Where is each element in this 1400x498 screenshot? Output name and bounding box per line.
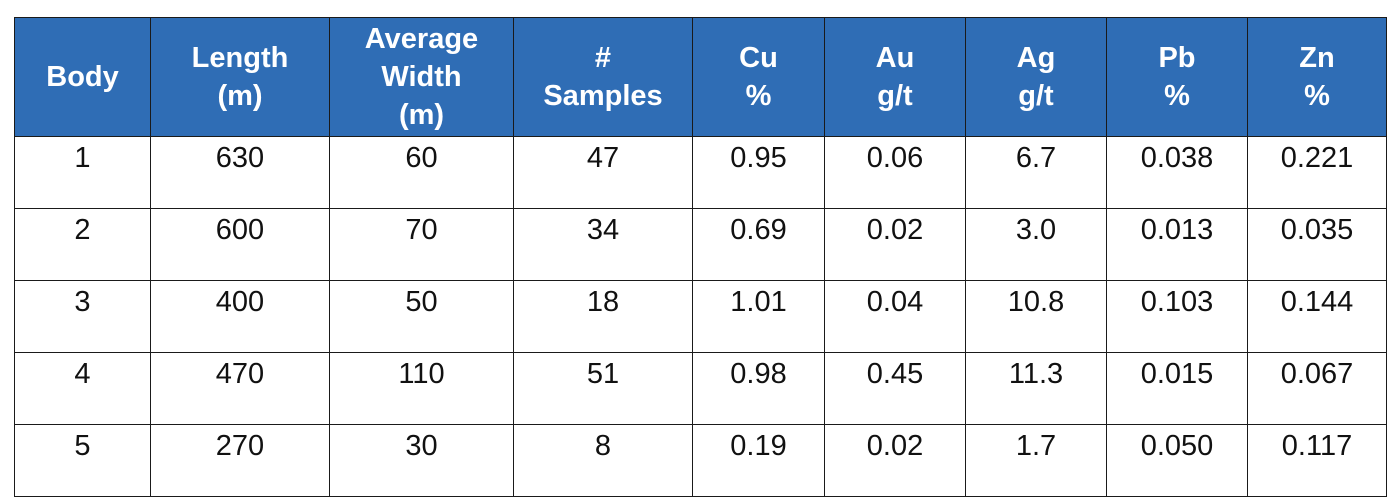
- cell-cu: 0.98: [692, 352, 825, 425]
- cell-au: 0.06: [824, 136, 966, 209]
- cell-samples: 18: [513, 280, 693, 353]
- header-length: Length (m): [150, 17, 330, 137]
- table-row: 3 400 50 18 1.01 0.04 10.8 0.103 0.144: [14, 280, 1387, 353]
- table-row: 1 630 60 47 0.95 0.06 6.7 0.038 0.221: [14, 136, 1387, 209]
- cell-pb: 0.050: [1106, 424, 1248, 497]
- cell-ag: 3.0: [965, 208, 1107, 281]
- cell-samples: 34: [513, 208, 693, 281]
- cell-au: 0.02: [824, 208, 966, 281]
- cell-body: 1: [14, 136, 151, 209]
- cell-ag: 11.3: [965, 352, 1107, 425]
- header-zn: Zn %: [1247, 17, 1387, 137]
- cell-au: 0.02: [824, 424, 966, 497]
- cell-body: 5: [14, 424, 151, 497]
- cell-pb: 0.013: [1106, 208, 1248, 281]
- header-pb: Pb %: [1106, 17, 1248, 137]
- cell-length: 270: [150, 424, 330, 497]
- cell-pb: 0.015: [1106, 352, 1248, 425]
- cell-average-width: 50: [329, 280, 514, 353]
- table-row: 2 600 70 34 0.69 0.02 3.0 0.013 0.035: [14, 208, 1387, 281]
- header-average-width: Average Width (m): [329, 17, 514, 137]
- cell-length: 400: [150, 280, 330, 353]
- table-row: 4 470 110 51 0.98 0.45 11.3 0.015 0.067: [14, 352, 1387, 425]
- cell-cu: 0.19: [692, 424, 825, 497]
- table-row: 5 270 30 8 0.19 0.02 1.7 0.050 0.117: [14, 424, 1387, 497]
- cell-body: 3: [14, 280, 151, 353]
- header-au: Au g/t: [824, 17, 966, 137]
- header-body: Body: [14, 17, 151, 137]
- cell-average-width: 110: [329, 352, 514, 425]
- header-samples: # Samples: [513, 17, 693, 137]
- header-row: Body Length (m) Average Width (m) # Samp…: [14, 17, 1387, 137]
- cell-samples: 51: [513, 352, 693, 425]
- cell-pb: 0.103: [1106, 280, 1248, 353]
- cell-ag: 6.7: [965, 136, 1107, 209]
- cell-average-width: 30: [329, 424, 514, 497]
- cell-zn: 0.221: [1247, 136, 1387, 209]
- cell-length: 470: [150, 352, 330, 425]
- cell-au: 0.45: [824, 352, 966, 425]
- cell-zn: 0.067: [1247, 352, 1387, 425]
- cell-ag: 1.7: [965, 424, 1107, 497]
- ore-body-table: Body Length (m) Average Width (m) # Samp…: [14, 17, 1387, 497]
- cell-zn: 0.144: [1247, 280, 1387, 353]
- cell-cu: 1.01: [692, 280, 825, 353]
- table-body: 1 630 60 47 0.95 0.06 6.7 0.038 0.221 2 600 70 34 0.6…: [14, 136, 1387, 497]
- header-ag: Ag g/t: [965, 17, 1107, 137]
- cell-average-width: 60: [329, 136, 514, 209]
- cell-cu: 0.69: [692, 208, 825, 281]
- cell-body: 2: [14, 208, 151, 281]
- cell-length: 630: [150, 136, 330, 209]
- cell-body: 4: [14, 352, 151, 425]
- cell-average-width: 70: [329, 208, 514, 281]
- cell-cu: 0.95: [692, 136, 825, 209]
- cell-samples: 8: [513, 424, 693, 497]
- cell-zn: 0.035: [1247, 208, 1387, 281]
- cell-samples: 47: [513, 136, 693, 209]
- cell-length: 600: [150, 208, 330, 281]
- cell-au: 0.04: [824, 280, 966, 353]
- cell-ag: 10.8: [965, 280, 1107, 353]
- header-cu: Cu %: [692, 17, 825, 137]
- cell-zn: 0.117: [1247, 424, 1387, 497]
- table-container: Body Length (m) Average Width (m) # Samp…: [14, 17, 1387, 497]
- cell-pb: 0.038: [1106, 136, 1248, 209]
